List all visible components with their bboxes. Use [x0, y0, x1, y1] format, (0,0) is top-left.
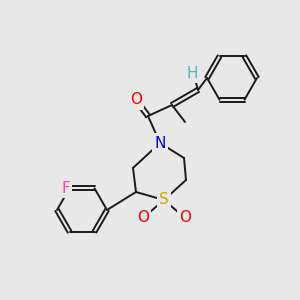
Text: F: F — [61, 181, 70, 196]
Text: O: O — [179, 211, 191, 226]
Text: S: S — [159, 193, 169, 208]
Text: O: O — [130, 92, 142, 107]
Text: N: N — [154, 136, 166, 151]
Text: H: H — [186, 65, 198, 80]
Text: O: O — [137, 211, 149, 226]
